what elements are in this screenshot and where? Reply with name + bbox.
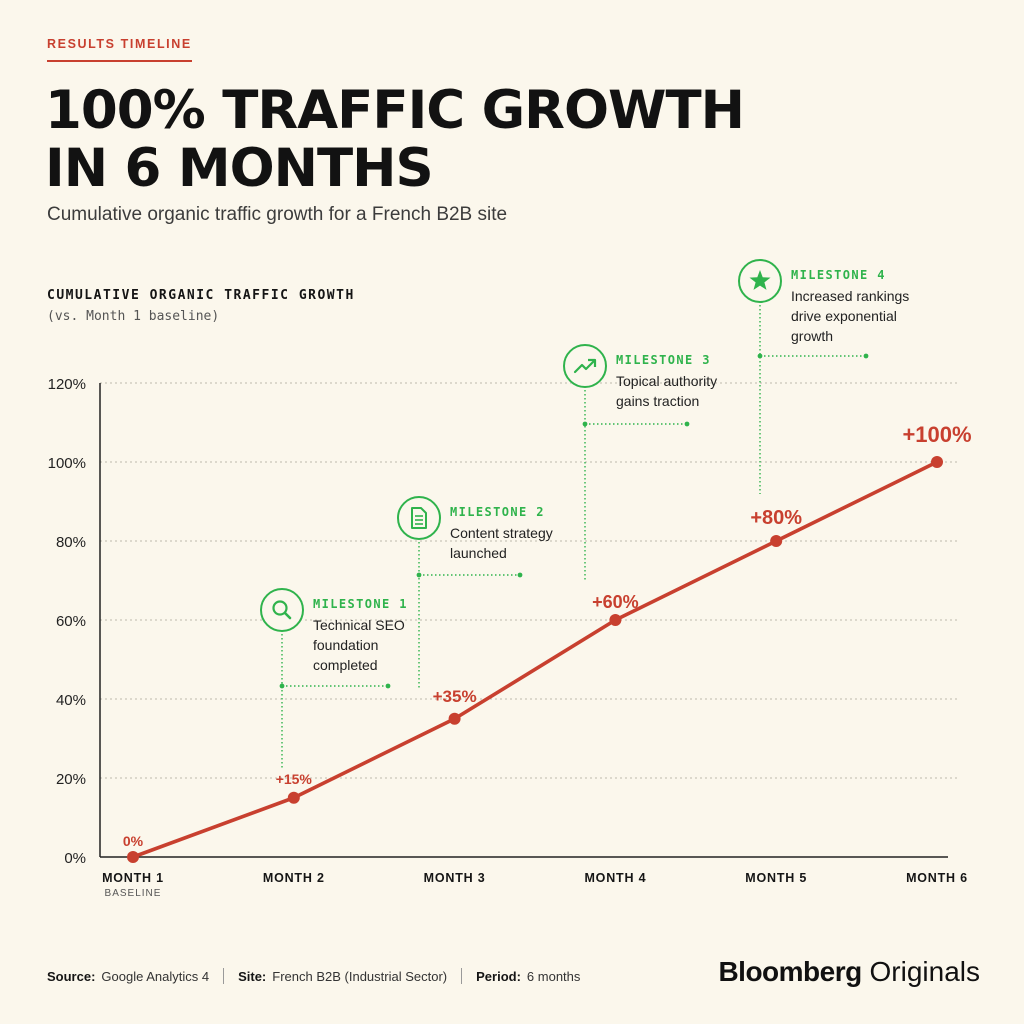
- data-label: +80%: [750, 507, 802, 529]
- milestone-heading: MILESTONE 1: [313, 597, 408, 611]
- milestone-text: Technical SEO: [313, 617, 405, 633]
- milestone-1: MILESTONE 1 Technical SEO foundation comple…: [260, 588, 408, 770]
- trend-up-icon: [563, 344, 607, 388]
- magnifier-handle: [283, 611, 292, 620]
- milestone-guide-dot: [582, 421, 588, 427]
- site-value: French B2B (Industrial Sector): [272, 968, 448, 984]
- footer-divider: [223, 968, 225, 984]
- milestone-2: MILESTONE 2 Content strategy launched: [397, 496, 553, 690]
- milestone-heading: MILESTONE 2: [450, 505, 545, 519]
- milestone-heading: MILESTONE 3: [616, 353, 711, 367]
- chart-title: CUMULATIVE ORGANIC TRAFFIC GROWTH: [47, 288, 355, 303]
- y-tick-label: 60%: [56, 613, 86, 630]
- footer-divider: [461, 968, 463, 984]
- data-label: +60%: [592, 592, 639, 612]
- milestone-icon-ring: [260, 588, 304, 632]
- source-value: Google Analytics 4: [101, 968, 210, 984]
- line-chart: CUMULATIVE ORGANIC TRAFFIC GROWTH (vs. Mo…: [47, 259, 972, 899]
- milestone-guide-dot: [279, 683, 285, 689]
- milestone-icon-ring: [397, 496, 441, 540]
- data-point: [287, 791, 300, 804]
- star-shape: [749, 270, 771, 290]
- data-label: 0%: [123, 833, 144, 849]
- source-label: Source:: [47, 968, 96, 984]
- milestone-text: growth: [791, 328, 833, 344]
- milestone-text: drive exponential: [791, 308, 897, 324]
- period-value: 6 months: [526, 968, 581, 984]
- series-line: [131, 460, 939, 859]
- milestone-guide-dot: [416, 572, 422, 578]
- page-title: 100% TRAFFIC GROWTH IN 6 MONTHS: [45, 80, 745, 199]
- chart-subtitle: (vs. Month 1 baseline): [47, 309, 219, 324]
- data-point: [931, 456, 943, 468]
- star-icon: [738, 259, 782, 303]
- y-tick-label: 120%: [48, 376, 86, 393]
- y-tick-label: 40%: [56, 692, 86, 709]
- milestone-icon-ring: [563, 344, 607, 388]
- period-label: Period:: [476, 968, 521, 984]
- data-label: +35%: [433, 687, 477, 706]
- milestone-text: Topical authority: [616, 373, 717, 389]
- x-tick-label: MONTH 2: [263, 871, 325, 885]
- x-tick-label: MONTH 4: [584, 871, 646, 885]
- x-tick-label: MONTH 6: [906, 871, 968, 885]
- y-tick-label: 0%: [64, 850, 86, 867]
- trend-line: [573, 359, 596, 374]
- milestone-text: Content strategy: [450, 525, 553, 541]
- trend-arrowhead: [588, 358, 597, 367]
- milestone-text: gains traction: [616, 393, 699, 409]
- site-label: Site:: [238, 968, 267, 984]
- kicker-rule: [47, 60, 192, 62]
- milestone-4: MILESTONE 4 Increased rankings drive expon…: [738, 259, 909, 494]
- title-line-2: IN 6 MONTHS: [45, 138, 434, 199]
- milestone-guide-dot: [863, 353, 869, 359]
- y-tick-label: 80%: [56, 534, 86, 551]
- magnifier-lens: [272, 600, 288, 616]
- document-sheet: [411, 507, 427, 529]
- page-subtitle: Cumulative organic traffic growth for a …: [47, 204, 508, 225]
- milestone-text: foundation: [313, 637, 378, 653]
- milestone-text: Increased rankings: [791, 288, 909, 304]
- brand-name: Bloomberg: [718, 956, 862, 987]
- footer: Source: Google Analytics 4 Site: French …: [47, 968, 580, 984]
- x-tick-label: MONTH 3: [424, 871, 486, 885]
- brand-logo: Bloomberg Originals: [718, 956, 980, 988]
- brand-suffix: Originals: [861, 956, 981, 987]
- x-tick-label: MONTH 1: [102, 871, 164, 885]
- x-tick-label: MONTH 5: [745, 871, 807, 885]
- milestone-guide-dot: [385, 683, 391, 689]
- milestone-guide-dot: [684, 421, 690, 427]
- data-label: +100%: [902, 422, 971, 447]
- document-icon: [397, 496, 441, 540]
- milestone-guide-dot: [757, 353, 763, 359]
- kicker-label: RESULTS TIMELINE: [47, 37, 192, 51]
- data-point: [770, 535, 783, 547]
- magnifier-icon: [260, 588, 304, 632]
- milestone-text: completed: [313, 657, 378, 673]
- y-tick-label: 100%: [48, 455, 86, 472]
- milestone-guide-dot: [517, 572, 523, 578]
- data-label: +15%: [276, 771, 313, 787]
- milestone-text: launched: [450, 545, 507, 561]
- data-point: [127, 851, 139, 863]
- data-point: [609, 614, 622, 626]
- y-tick-label: 20%: [56, 771, 86, 788]
- data-point: [448, 712, 461, 725]
- x-tick-sublabel: BASELINE: [105, 888, 162, 899]
- milestone-heading: MILESTONE 4: [791, 268, 886, 282]
- title-line-1: 100% TRAFFIC GROWTH: [45, 80, 745, 141]
- milestone-3: MILESTONE 3 Topical authority gains tracti…: [563, 344, 717, 582]
